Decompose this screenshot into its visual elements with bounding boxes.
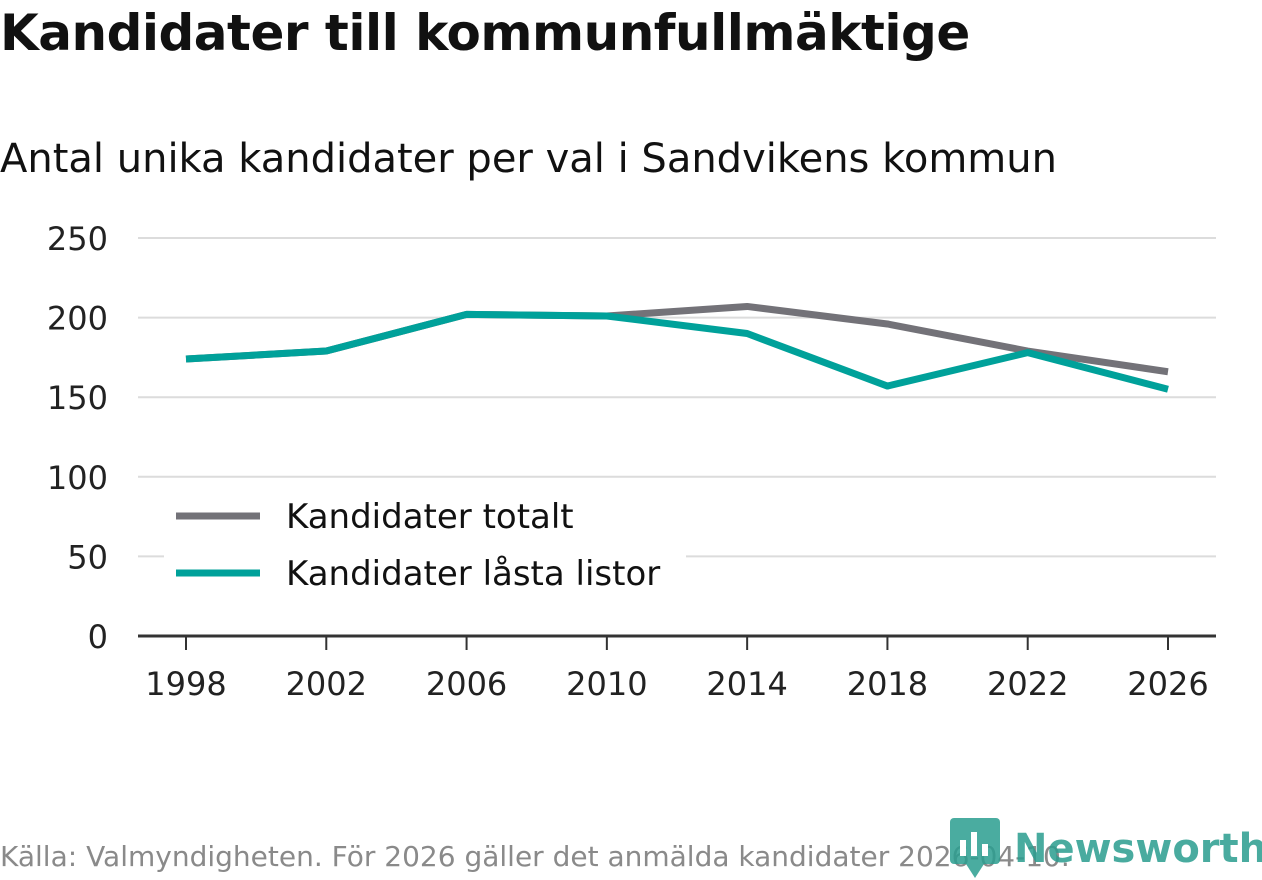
x-tick-label-2014: 2014 (706, 665, 787, 703)
y-tick-label-150: 150 (47, 379, 108, 417)
series-line-0 (186, 306, 1168, 371)
x-tick-label-2010: 2010 (566, 665, 647, 703)
series-lines (186, 306, 1168, 389)
logo-text: Newsworthy (1014, 826, 1262, 872)
y-tick-label-250: 250 (47, 220, 108, 258)
x-tick-label-2002: 2002 (286, 665, 367, 703)
x-tick-label-1998: 1998 (145, 665, 226, 703)
series-line-1 (186, 314, 1168, 389)
newsworthy-logo: Newsworthy (950, 818, 1262, 880)
x-tick-label-2022: 2022 (987, 665, 1068, 703)
x-tick-label-2006: 2006 (426, 665, 507, 703)
bar-chart-icon (950, 818, 1000, 880)
y-tick-label-0: 0 (88, 618, 108, 656)
x-tick-label-2026: 2026 (1127, 665, 1208, 703)
legend-label-0: Kandidater totalt (286, 497, 574, 537)
x-tick-label-2018: 2018 (847, 665, 928, 703)
y-tick-label-100: 100 (47, 459, 108, 497)
y-axis-ticks: 0 50 100 150 200 250 (47, 220, 108, 656)
source-note: Källa: Valmyndigheten. För 2026 gäller d… (0, 840, 1070, 873)
legend: Kandidater totalt Kandidater låsta listor (164, 486, 686, 604)
x-axis-ticks: 1998 2002 2006 2010 2014 2018 2022 2026 (145, 636, 1208, 703)
line-chart: 0 50 100 150 200 250 1998 2002 2006 2010 2014 2018… (0, 0, 1262, 820)
legend-label-1: Kandidater låsta listor (286, 554, 660, 594)
y-tick-label-200: 200 (47, 300, 108, 338)
y-tick-label-50: 50 (67, 538, 108, 576)
